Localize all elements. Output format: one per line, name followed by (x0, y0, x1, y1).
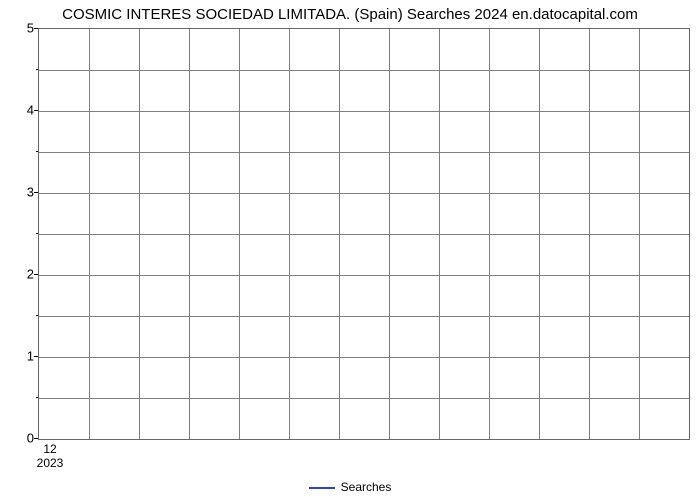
y-tick-minor (36, 151, 38, 152)
y-tick-label: 1 (4, 349, 34, 364)
gridline-v (439, 29, 440, 439)
y-tick-label: 4 (4, 103, 34, 118)
gridline-h (39, 398, 689, 399)
gridline-v (189, 29, 190, 439)
y-tick-mark (34, 356, 38, 357)
x-tick-label: 2023 (37, 456, 64, 470)
legend-label: Searches (341, 480, 392, 494)
y-tick-label: 2 (4, 267, 34, 282)
y-tick-minor (36, 315, 38, 316)
x-tick-label: 12 (43, 442, 56, 456)
gridline-h (39, 193, 689, 194)
gridline-v (139, 29, 140, 439)
y-tick-mark (34, 192, 38, 193)
gridline-h (39, 152, 689, 153)
gridline-h (39, 111, 689, 112)
y-tick-minor (36, 397, 38, 398)
gridline-h (39, 70, 689, 71)
plot-area (38, 28, 690, 440)
legend-swatch (309, 487, 335, 489)
y-tick-mark (34, 274, 38, 275)
chart-title: COSMIC INTERES SOCIEDAD LIMITADA. (Spain… (0, 6, 700, 23)
y-tick-label: 0 (4, 431, 34, 446)
gridline-v (89, 29, 90, 439)
legend: Searches (0, 480, 700, 494)
y-tick-minor (36, 69, 38, 70)
gridline-v (489, 29, 490, 439)
gridline-h (39, 234, 689, 235)
y-tick-label: 5 (4, 21, 34, 36)
y-tick-minor (36, 233, 38, 234)
gridline-v (539, 29, 540, 439)
y-tick-mark (34, 110, 38, 111)
y-tick-mark (34, 438, 38, 439)
gridline-v (339, 29, 340, 439)
gridline-h (39, 316, 689, 317)
gridline-v (289, 29, 290, 439)
gridline-v (639, 29, 640, 439)
gridline-h (39, 357, 689, 358)
y-tick-mark (34, 28, 38, 29)
gridline-v (589, 29, 590, 439)
gridline-h (39, 275, 689, 276)
gridline-v (389, 29, 390, 439)
y-tick-label: 3 (4, 185, 34, 200)
gridline-v (239, 29, 240, 439)
searches-chart: COSMIC INTERES SOCIEDAD LIMITADA. (Spain… (0, 0, 700, 500)
